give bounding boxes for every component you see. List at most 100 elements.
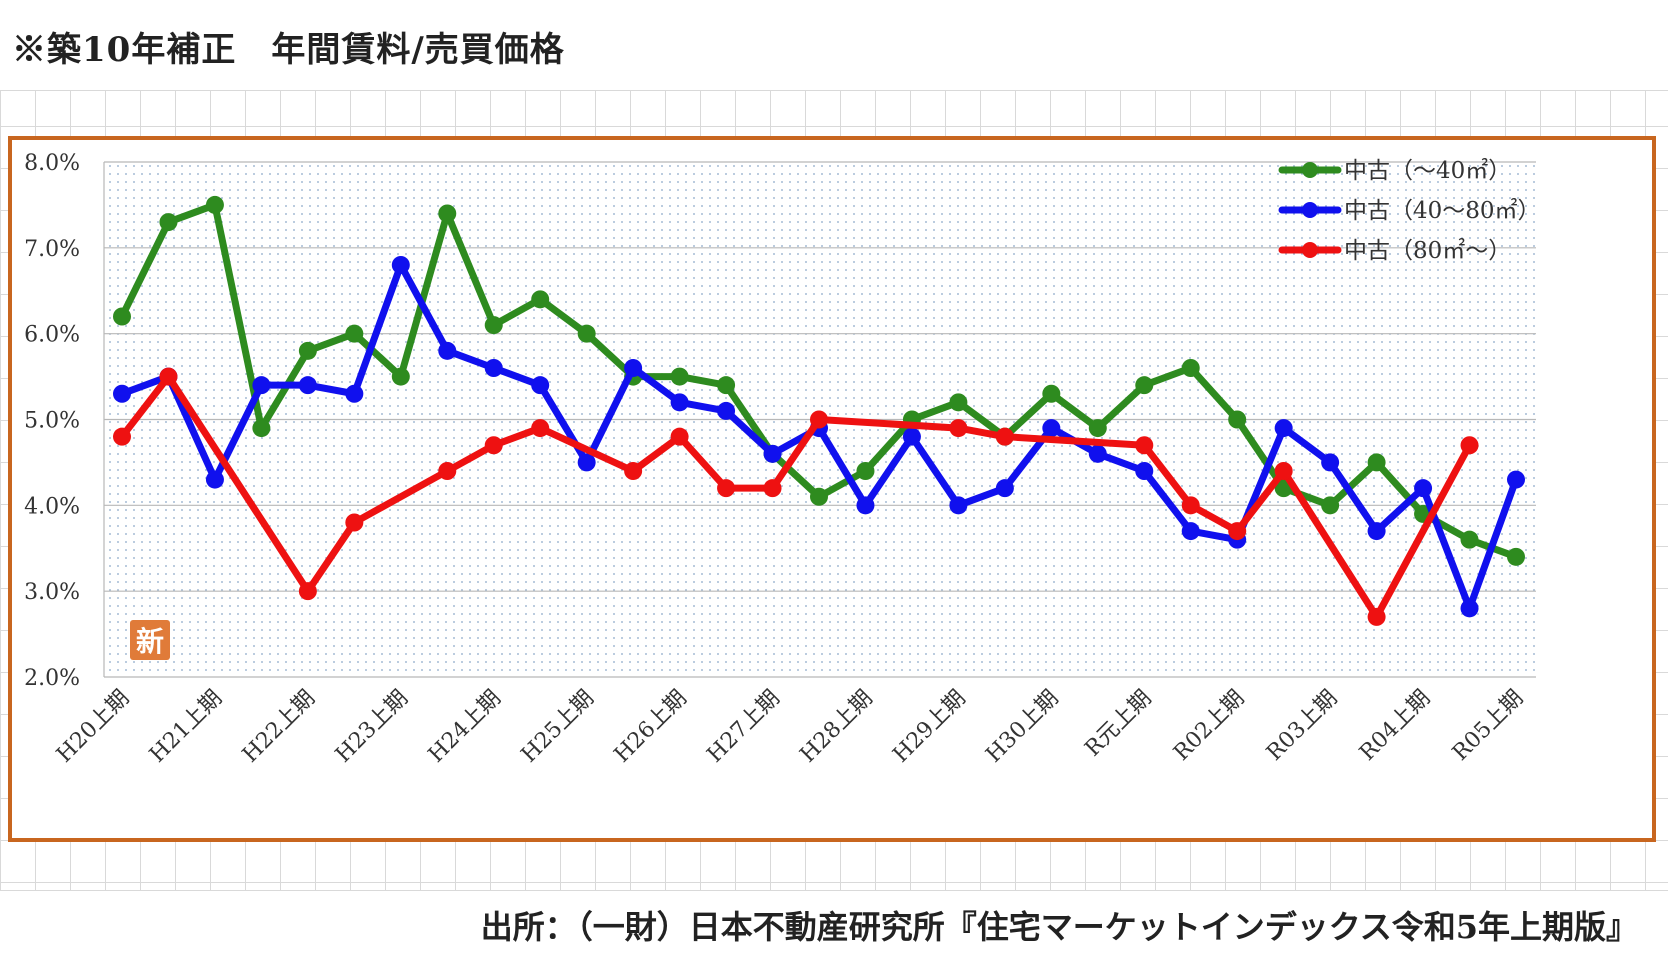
legend-swatch-marker [1302,202,1318,218]
data-point [438,341,457,360]
data-point [113,384,131,403]
data-point [298,341,317,360]
data-point [1042,384,1061,403]
data-point [763,479,782,498]
data-point [531,419,550,438]
x-tick-label: R04上期 [1355,686,1435,766]
data-point [670,427,689,446]
legend-label: 中古（～40㎡） [1344,158,1511,184]
y-tick-label: 7.0% [24,237,80,262]
data-point [484,316,503,335]
page-title: ※築10年補正 年間賃料/売買価格 [12,30,565,70]
data-point [1460,436,1479,455]
data-point [1367,607,1386,626]
data-point [1135,376,1154,395]
legend-swatch-marker [1302,162,1318,178]
new-badge-label: 新 [136,625,164,658]
chart-frame: 2.0% 3.0% 4.0% 5.0% 6.0% 7.0% 8.0% H20上期 H21上期 H… [8,136,1656,842]
data-point [252,376,271,395]
data-point [1507,547,1525,566]
data-point [205,195,224,214]
data-point [1228,410,1247,429]
x-tick-label: H30上期 [981,686,1063,768]
x-tick-label: H20上期 [52,686,134,768]
data-point [717,401,736,420]
data-point [531,290,550,309]
new-badge [130,620,170,660]
data-point [810,487,828,506]
y-tick-label: 4.0% [24,494,80,519]
data-point [995,479,1014,498]
data-point [1321,453,1340,472]
x-tick-label: H22上期 [238,686,320,768]
data-point [345,324,364,343]
data-point [763,444,782,463]
data-point [484,359,503,377]
x-tick-label: H23上期 [331,686,413,768]
data-point [1181,522,1200,541]
data-point [577,453,596,472]
x-tick-label: H29上期 [888,686,970,768]
data-point [810,410,828,429]
y-tick-label: 2.0% [24,666,80,691]
data-point [1274,419,1293,438]
data-point [1088,444,1107,463]
line-chart: 2.0%3.0%4.0%5.0%6.0%7.0%8.0% H20上期 H21上期 H… [24,151,1541,768]
data-point [345,384,364,403]
data-point [438,462,457,480]
data-point [624,359,643,377]
legend-item: 中古（80㎡～） [1278,238,1511,264]
x-tick-label: H27上期 [703,686,785,768]
data-point [949,419,968,438]
x-tick-label: R02上期 [1169,686,1249,766]
data-point [484,436,503,455]
data-point [949,496,968,515]
data-point [391,256,410,274]
data-point [856,496,875,515]
data-point [159,367,178,386]
data-point [670,367,689,386]
data-point [1321,496,1340,515]
data-point [438,204,457,223]
series-3 [113,367,1479,626]
data-point [113,427,131,446]
data-point [902,427,921,446]
data-point [1274,462,1293,480]
data-point [1181,359,1200,377]
legend-item: 中古（40～80㎡） [1278,198,1541,224]
data-point [670,393,689,412]
data-point [391,367,410,386]
y-tick-label: 8.0% [24,151,80,176]
x-tick-label: H24上期 [424,686,506,768]
legend-swatch-marker [1302,242,1318,258]
data-point [1135,436,1154,455]
data-point [298,582,317,601]
legend-item: 中古（～40㎡） [1278,158,1511,184]
data-point [995,427,1014,446]
data-point [252,419,271,438]
data-point [1135,462,1154,480]
y-tick-label: 5.0% [24,409,80,434]
data-point [949,393,968,412]
data-point [1460,599,1479,618]
x-tick-label: H26上期 [610,686,692,768]
data-point [1181,496,1200,515]
data-point [1507,470,1525,489]
data-point [345,513,364,532]
legend-label: 中古（40～80㎡） [1344,198,1541,224]
data-point [1228,522,1247,541]
data-point [205,470,224,489]
data-point [856,462,875,480]
x-tick-label: H21上期 [145,686,227,768]
source-band [0,890,1668,979]
data-point [1042,419,1061,438]
title-band [0,0,1668,91]
data-point [717,479,736,498]
data-point [1367,522,1386,541]
y-tick-label: 3.0% [24,580,80,605]
x-tick-label: H25上期 [517,686,599,768]
data-point [298,376,317,395]
data-point [531,376,550,395]
data-point [1460,530,1479,549]
data-point [577,324,596,343]
